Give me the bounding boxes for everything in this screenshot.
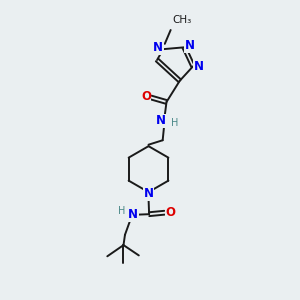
Text: N: N xyxy=(143,187,154,200)
Text: H: H xyxy=(118,206,126,216)
Text: O: O xyxy=(141,91,151,103)
Text: N: N xyxy=(153,41,163,54)
Text: H: H xyxy=(171,118,178,128)
Text: N: N xyxy=(194,60,204,73)
Text: N: N xyxy=(128,208,138,221)
Text: CH₃: CH₃ xyxy=(172,15,191,25)
Text: O: O xyxy=(165,206,175,219)
Text: N: N xyxy=(184,39,194,52)
Text: N: N xyxy=(156,114,166,127)
